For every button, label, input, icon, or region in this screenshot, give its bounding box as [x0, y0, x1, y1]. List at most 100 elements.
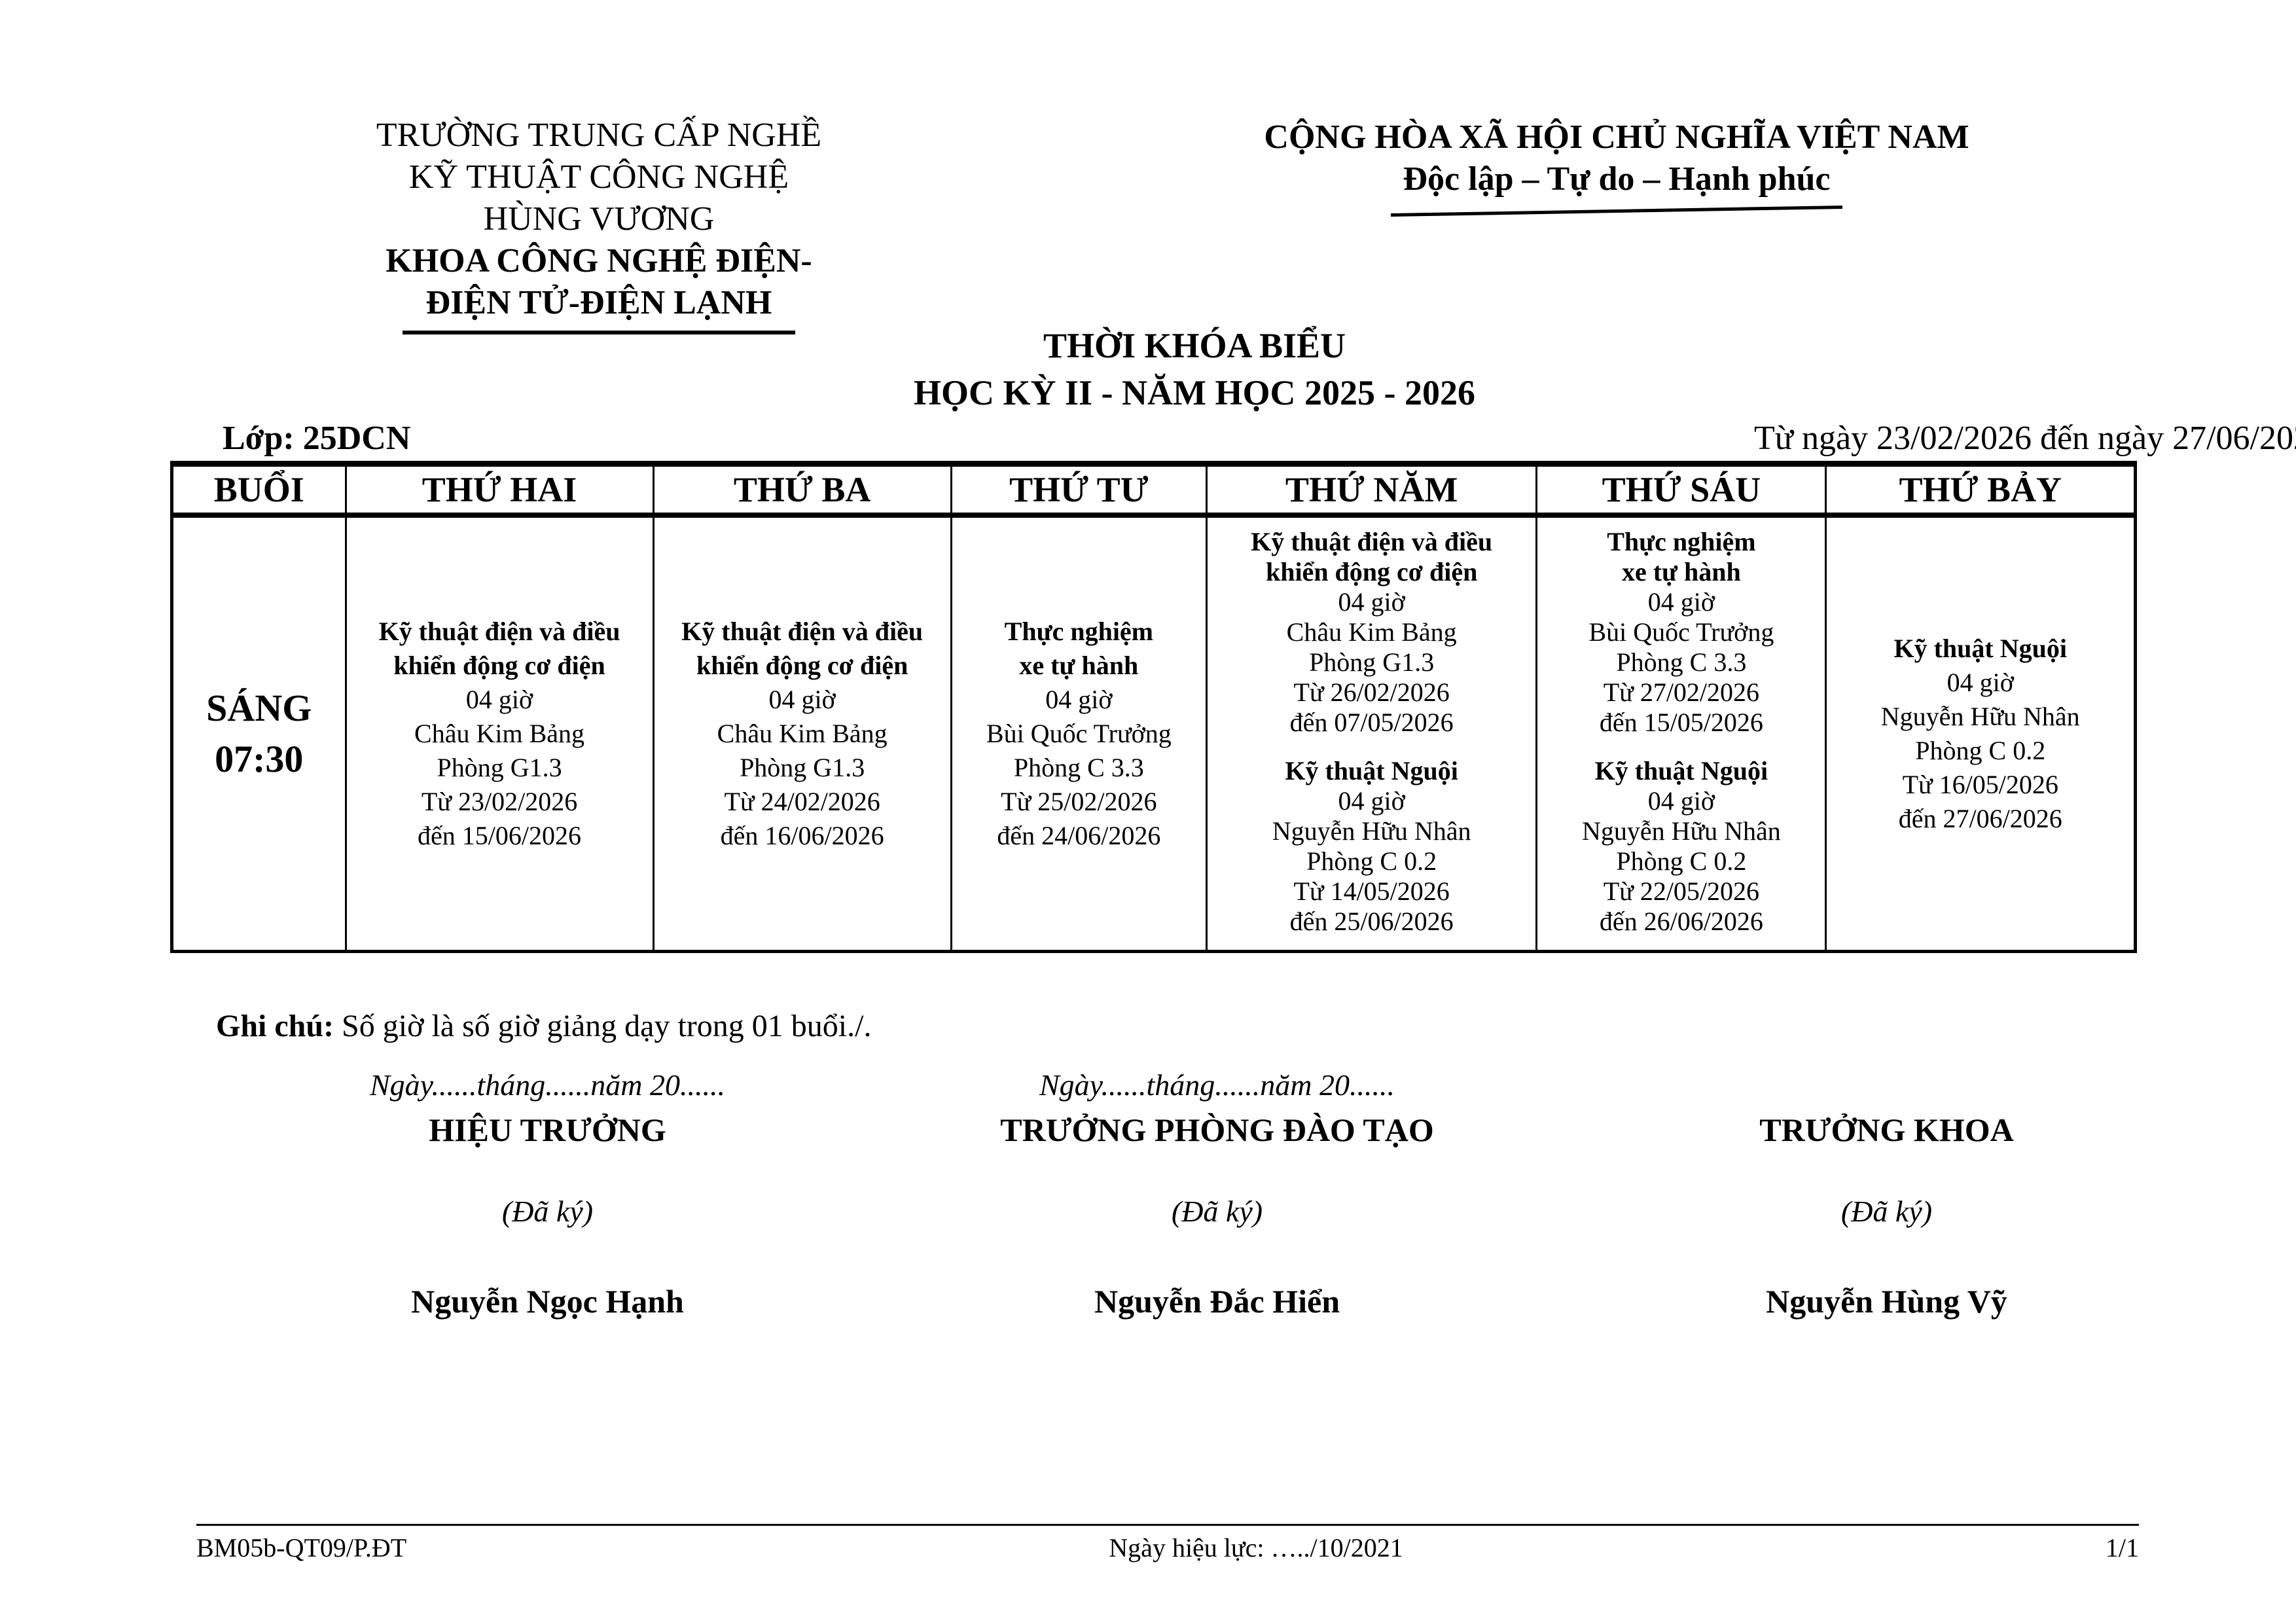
signed-note: (Đã ký)	[1171, 1195, 1263, 1228]
signer-name: Nguyễn Ngọc Hạnh	[411, 1283, 684, 1320]
subject-hours: 04 giờ	[768, 685, 836, 714]
subject-room: Phòng C 3.3	[1013, 753, 1144, 782]
class-date-row: Lớp: 25DCN Từ ngày 23/02/2026 đến ngày 2…	[223, 419, 2296, 458]
signed-note: (Đã ký)	[501, 1195, 594, 1228]
subject-block: Kỹ thuật điện và điều khiển động cơ điện…	[1210, 527, 1533, 738]
col-header-thu-bay: THỨ BẢY	[1825, 463, 2136, 518]
col-header-buoi: BUỔI	[171, 463, 347, 518]
subject-from: Từ 16/05/2026	[1902, 770, 2058, 799]
subject-teacher: Nguyễn Hữu Nhân	[1272, 816, 1471, 846]
signature-col-faculty-head: TRƯỞNG KHOA (Đã ký) Nguyễn Hùng Vỹ	[1552, 1064, 2221, 1324]
signature-section: Ngày......tháng......năm 20...... HIỆU T…	[213, 1064, 2221, 1324]
date-range: Từ ngày 23/02/2026 đến ngày 27/06/202	[1754, 420, 2296, 457]
signer-name: Nguyễn Đắc Hiển	[1094, 1283, 1340, 1320]
subject-from: Từ 23/02/2026	[421, 787, 578, 816]
subject-room: Phòng G1.3	[437, 753, 562, 782]
subject-name: Kỹ thuật điện và điều khiển động cơ điện	[378, 617, 620, 680]
subject-from: Từ 24/02/2026	[724, 787, 880, 816]
timetable: BUỔI THỨ HAI THỨ BA THỨ TƯ THỨ NĂM THỨ S…	[170, 461, 2137, 953]
footer-form-code: BM05b-QT09/P.ĐT	[196, 1533, 407, 1562]
subject-teacher: Châu Kim Bảng	[1286, 617, 1457, 647]
signature-col-training-dept: Ngày......tháng......năm 20...... TRƯỞNG…	[882, 1064, 1552, 1324]
schedule-cell-wednesday: Thực nghiệm xe tự hành 04 giờ Bùi Quốc T…	[950, 514, 1208, 952]
col-header-thu-sau: THỨ SÁU	[1535, 463, 1827, 518]
footer-page-number: 1/1	[2105, 1533, 2139, 1562]
signature-title: TRƯỞNG KHOA	[1759, 1111, 2014, 1148]
signed-note: (Đã ký)	[1840, 1195, 1933, 1228]
subject-to: đến 27/06/2026	[1898, 804, 2062, 833]
subject-hours: 04 giờ	[1647, 786, 1715, 816]
col-header-thu-hai: THỨ HAI	[344, 463, 655, 518]
schedule-cell-saturday: Kỹ thuật Nguội 04 giờ Nguyễn Hữu Nhân Ph…	[1825, 514, 2136, 952]
subject-block: Thực nghiệm xe tự hành 04 giờ Bùi Quốc T…	[955, 615, 1203, 853]
col-header-thu-tu: THỨ TƯ	[950, 463, 1208, 518]
morning-row: SÁNG 07:30 Kỹ thuật điện và điều khiển đ…	[171, 514, 2136, 952]
subject-to: đến 15/05/2026	[1599, 708, 1763, 737]
title-line1: THỜI KHÓA BIỂU	[1043, 326, 1346, 365]
subject-hours: 04 giờ	[465, 685, 533, 714]
signature-date-line: Ngày......tháng......năm 20......	[1039, 1068, 1395, 1102]
schedule-cell-monday: Kỹ thuật điện và điều khiển động cơ điện…	[344, 514, 655, 952]
subject-block: Kỹ thuật điện và điều khiển động cơ điện…	[350, 615, 650, 853]
national-motto-line2: Độc lập – Tự do – Hạnh phúc	[1403, 160, 1831, 198]
title-line2: HỌC KỲ II - NĂM HỌC 2025 - 2026	[914, 373, 1475, 412]
subject-room: Phòng C 0.2	[1616, 846, 1747, 876]
col-header-thu-nam: THỨ NĂM	[1205, 463, 1538, 518]
signer-name: Nguyễn Hùng Vỹ	[1766, 1283, 2007, 1320]
motto-underline	[1391, 205, 1842, 217]
subject-room: Phòng G1.3	[1309, 647, 1435, 677]
subject-teacher: Châu Kim Bảng	[717, 719, 888, 748]
subject-teacher: Bùi Quốc Trưởng	[1588, 617, 1774, 647]
subject-room: Phòng C 0.2	[1306, 846, 1437, 876]
subject-block: Kỹ thuật Nguội 04 giờ Nguyễn Hữu Nhân Ph…	[1210, 756, 1533, 937]
subject-to: đến 15/06/2026	[418, 821, 582, 850]
subject-hours: 04 giờ	[1338, 786, 1405, 816]
department-line2: ĐIỆN TỬ-ĐIỆN LẠNH	[425, 284, 772, 321]
subject-name: Kỹ thuật điện và điều khiển động cơ điện	[1251, 527, 1493, 586]
schedule-cell-tuesday: Kỹ thuật điện và điều khiển động cơ điện…	[652, 514, 952, 952]
subject-to: đến 26/06/2026	[1599, 907, 1763, 936]
school-name-line1: TRƯỜNG TRUNG CẤP NGHỀ	[376, 117, 822, 154]
school-name-line2: KỸ THUẬT CÔNG NGHỆ	[408, 158, 789, 196]
subject-room: Phòng C 0.2	[1915, 736, 2046, 765]
subject-name: Kỹ thuật Nguội	[1594, 756, 1768, 785]
schedule-cell-thursday: Kỹ thuật điện và điều khiển động cơ điện…	[1205, 514, 1538, 952]
subject-block: Thực nghiệm xe tự hành 04 giờ Bùi Quốc T…	[1540, 527, 1822, 738]
subject-teacher: Châu Kim Bảng	[414, 719, 585, 748]
document-title: THỜI KHÓA BIỂU HỌC KỲ II - NĂM HỌC 2025 …	[105, 322, 2284, 416]
signature-date-line: Ngày......tháng......năm 20......	[369, 1068, 726, 1102]
subject-from: Từ 27/02/2026	[1603, 677, 1760, 707]
subject-to: đến 07/05/2026	[1289, 708, 1454, 737]
note-line: Ghi chú: Số giờ là số giờ giảng dạy tron…	[216, 1008, 871, 1044]
subject-room: Phòng C 3.3	[1616, 647, 1747, 677]
signature-title: TRƯỞNG PHÒNG ĐÀO TẠO	[1000, 1111, 1434, 1148]
class-label: Lớp: 25DCN	[223, 420, 411, 457]
note-text: Số giờ là số giờ giảng dạy trong 01 buổi…	[334, 1009, 872, 1043]
subject-teacher: Nguyễn Hữu Nhân	[1880, 702, 2080, 731]
subject-from: Từ 22/05/2026	[1603, 876, 1760, 906]
subject-to: đến 24/06/2026	[997, 821, 1161, 850]
signature-title: HIỆU TRƯỞNG	[429, 1111, 666, 1148]
subject-from: Từ 25/02/2026	[1001, 787, 1157, 816]
subject-to: đến 25/06/2026	[1289, 907, 1454, 936]
page-footer: BM05b-QT09/P.ĐT Ngày hiệu lực: …../10/20…	[196, 1524, 2139, 1563]
subject-name: Kỹ thuật Nguội	[1285, 756, 1458, 785]
subject-teacher: Nguyễn Hữu Nhân	[1581, 816, 1781, 846]
letterhead-school: TRƯỜNG TRUNG CẤP NGHỀ KỸ THUẬT CÔNG NGHỆ…	[288, 115, 910, 334]
note-label: Ghi chú:	[216, 1009, 334, 1043]
subject-from: Từ 26/02/2026	[1293, 677, 1450, 707]
signature-col-principal: Ngày......tháng......năm 20...... HIỆU T…	[213, 1064, 882, 1324]
school-name-line3: HÙNG VƯƠNG	[483, 200, 715, 238]
subject-block: Kỹ thuật Nguội 04 giờ Nguyễn Hữu Nhân Ph…	[1829, 632, 2131, 836]
subject-name: Thực nghiệm xe tự hành	[1607, 527, 1756, 586]
subject-room: Phòng G1.3	[740, 753, 865, 782]
footer-effective-date: Ngày hiệu lực: …../10/2021	[1109, 1533, 1403, 1562]
subject-hours: 04 giờ	[1045, 685, 1113, 714]
subject-hours: 04 giờ	[1338, 587, 1405, 617]
signature-date-line-empty	[1552, 1064, 2221, 1107]
department-underline	[403, 331, 795, 334]
subject-teacher: Bùi Quốc Trưởng	[986, 719, 1172, 748]
subject-hours: 04 giờ	[1647, 587, 1715, 617]
subject-to: đến 16/06/2026	[720, 821, 884, 850]
